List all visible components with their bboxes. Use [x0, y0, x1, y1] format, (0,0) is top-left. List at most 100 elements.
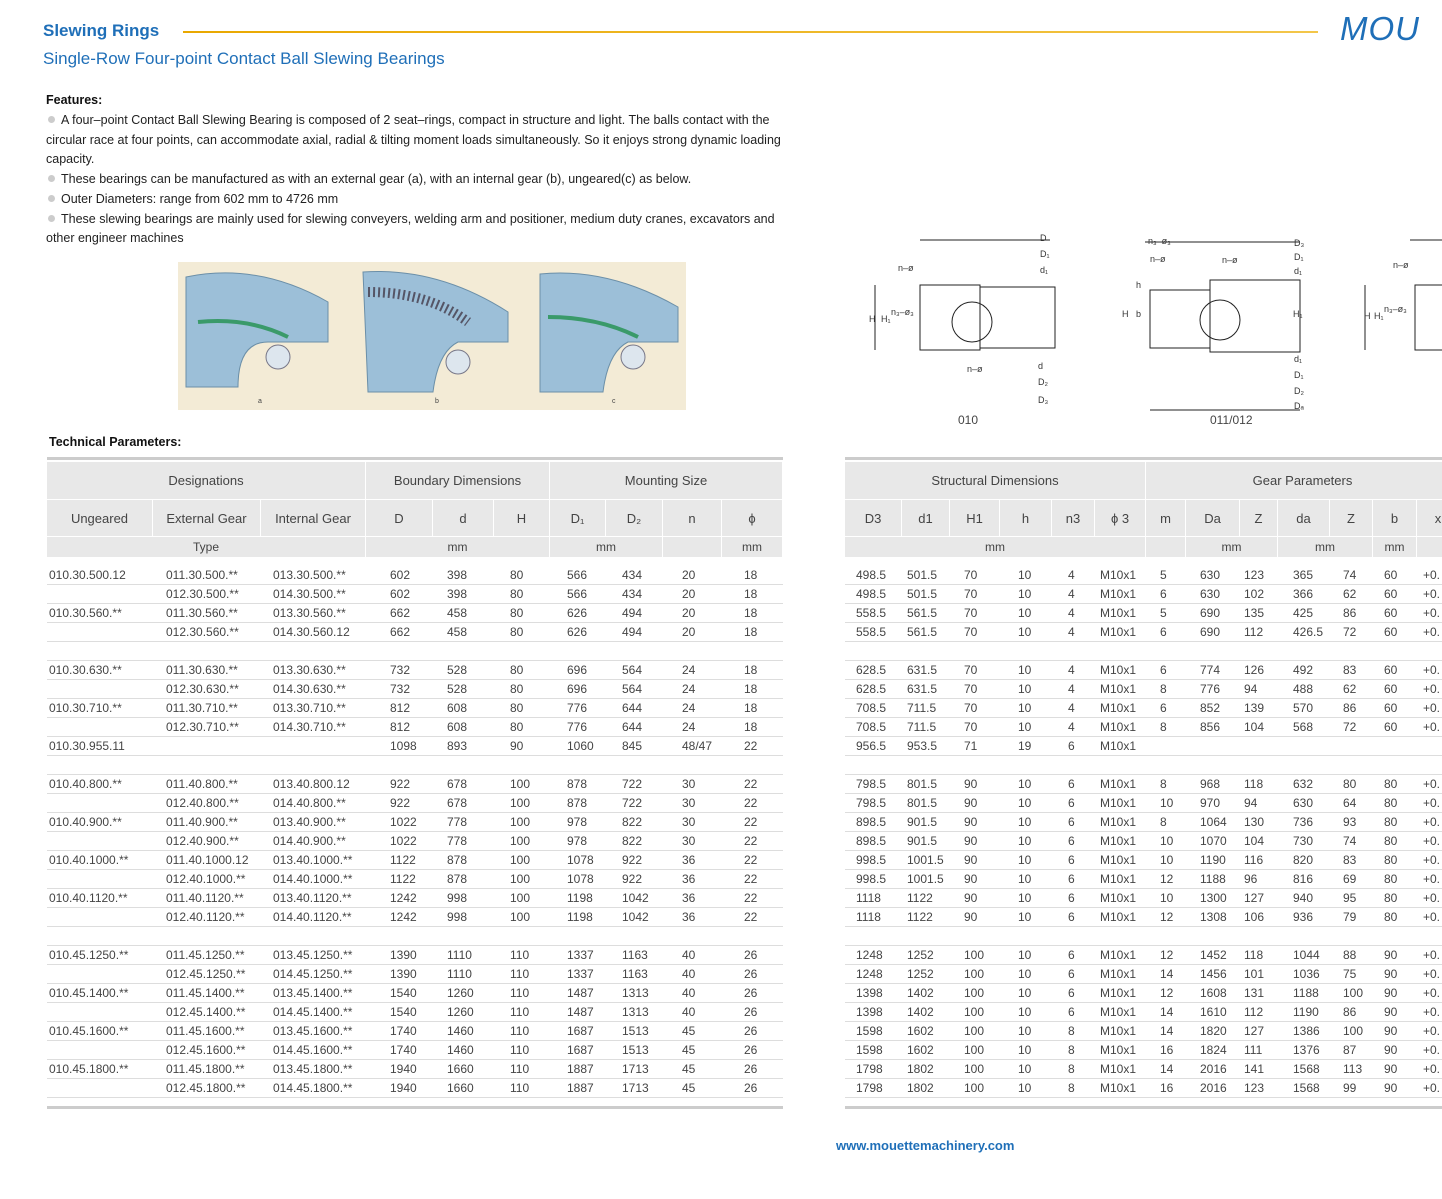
table-cell: 94 [1244, 796, 1258, 810]
table-cell: 18 [744, 682, 758, 696]
table-cell: 013.40.900.** [273, 815, 346, 829]
table-cell: 123 [1244, 1081, 1265, 1095]
table-cell: 1252 [907, 967, 934, 981]
row-line [47, 641, 783, 642]
table-cell: 010.30.500.12 [49, 568, 126, 582]
table-cell: 127 [1244, 1024, 1265, 1038]
table-cell: 776 [567, 701, 588, 715]
column-header: Ungeared [47, 500, 153, 537]
table-cell: 36 [682, 872, 696, 886]
table-cell: 90 [964, 872, 978, 886]
table-cell: 012.45.1400.** [166, 1005, 246, 1019]
unit-header: mm [1278, 537, 1373, 558]
table-cell: 26 [744, 1043, 758, 1057]
table-cell: 014.40.1000.** [273, 872, 353, 886]
table-cell: 953.5 [907, 739, 938, 753]
table-cell: M10x1 [1100, 986, 1137, 1000]
table-cell: 80 [1384, 910, 1398, 924]
drawing-label: D₁ [1040, 249, 1050, 259]
table-cell: 22 [744, 777, 758, 791]
table-cell: 1198 [567, 910, 593, 924]
table-cell: 458 [447, 625, 468, 639]
table-cell: 70 [964, 663, 978, 677]
table-cell: 70 [964, 606, 978, 620]
table-cell: 40 [682, 986, 696, 1000]
table-cell: 110 [510, 1081, 530, 1095]
table-cell: 011.45.1400.** [166, 986, 245, 1000]
table-cell: 630 [1293, 796, 1314, 810]
table-cell: 801.5 [907, 777, 938, 791]
table-cell: M10x1 [1100, 606, 1137, 620]
table-cell: 1887 [567, 1081, 594, 1095]
table-cell: M10x1 [1100, 967, 1137, 981]
table-cell: 60 [1384, 701, 1398, 715]
table-cell: 568 [1293, 720, 1314, 734]
table-cell: 104 [1244, 834, 1265, 848]
table-cell: 1610 [1200, 1005, 1227, 1019]
table-cell: 10 [1018, 1024, 1032, 1038]
table-cell: 100 [964, 1043, 985, 1057]
table-cell: +0. [1423, 815, 1441, 829]
table-cell: 18 [744, 720, 758, 734]
table-cell: M10x1 [1100, 796, 1137, 810]
table-cell: 922 [390, 777, 411, 791]
table-cell: 014.30.710.** [273, 720, 346, 734]
bullet [48, 116, 55, 123]
table-cell: +0. [1423, 891, 1441, 905]
table-cell: 4 [1068, 606, 1075, 620]
table-cell: 628.5 [856, 682, 887, 696]
table-cell: 8 [1068, 1024, 1075, 1038]
table-cell: 901.5 [907, 834, 938, 848]
table-cell: 20 [682, 568, 696, 582]
feature-text: Outer Diameters: range from 602 mm to 47… [61, 191, 339, 206]
table-cell: 494 [622, 625, 643, 639]
table-cell: 6 [1068, 986, 1075, 1000]
table-cell: 730 [1293, 834, 1314, 848]
column-header: x [1417, 500, 1442, 537]
drawing-label: D₁ [1294, 252, 1304, 262]
table-cell: 011.30.710.** [166, 701, 238, 715]
drawing-label: D₃ [1294, 238, 1305, 248]
column-header: ϕ [722, 500, 783, 537]
table-cell: 110 [510, 1043, 530, 1057]
table-cell: 22 [744, 910, 758, 924]
table-cell: 10 [1018, 1005, 1032, 1019]
table-cell: 878 [567, 777, 588, 791]
table-cell: 70 [964, 568, 978, 582]
table-cell: 100 [1343, 986, 1364, 1000]
table-cell: 878 [567, 796, 588, 810]
table-cell: 86 [1343, 701, 1357, 715]
table-cell: 696 [567, 663, 588, 677]
row-line [845, 926, 1442, 927]
table-cell: 1798 [856, 1062, 883, 1076]
column-header: d1 [902, 500, 950, 537]
table-cell: 1036 [1293, 967, 1320, 981]
table-cell: 608 [447, 701, 468, 715]
table-cell: 1820 [1200, 1024, 1227, 1038]
table-cell: 1398 [856, 1005, 883, 1019]
table-cell: 40 [682, 948, 696, 962]
table-cell: 99 [1343, 1081, 1357, 1095]
table-cell: 8 [1160, 815, 1167, 829]
table-cell: +0. [1423, 720, 1441, 734]
table-cell: 013.45.1400.** [273, 986, 353, 1000]
table-cell: 010.45.1400.** [49, 986, 129, 1000]
table-cell: 5 [1160, 606, 1167, 620]
row-line [845, 1078, 1442, 1079]
table-cell: 10 [1018, 682, 1032, 696]
table-cell: +0. [1423, 663, 1441, 677]
table-cell: 1190 [1200, 853, 1226, 867]
row-line [845, 812, 1442, 813]
table-cell: 012.30.560.** [166, 625, 239, 639]
table-cell: 10 [1018, 796, 1032, 810]
table-cell: 6 [1068, 815, 1075, 829]
table-cell: 110 [510, 948, 530, 962]
drawing-label: b [1136, 309, 1142, 319]
row-line [47, 679, 783, 680]
table-cell: 40 [682, 1005, 696, 1019]
table-cell: 10 [1018, 1062, 1032, 1076]
feature-item: Outer Diameters: range from 602 mm to 47… [46, 190, 791, 210]
table-cell: 70 [964, 720, 978, 734]
table-cell: 696 [567, 682, 588, 696]
photo-caption: b [435, 398, 439, 405]
